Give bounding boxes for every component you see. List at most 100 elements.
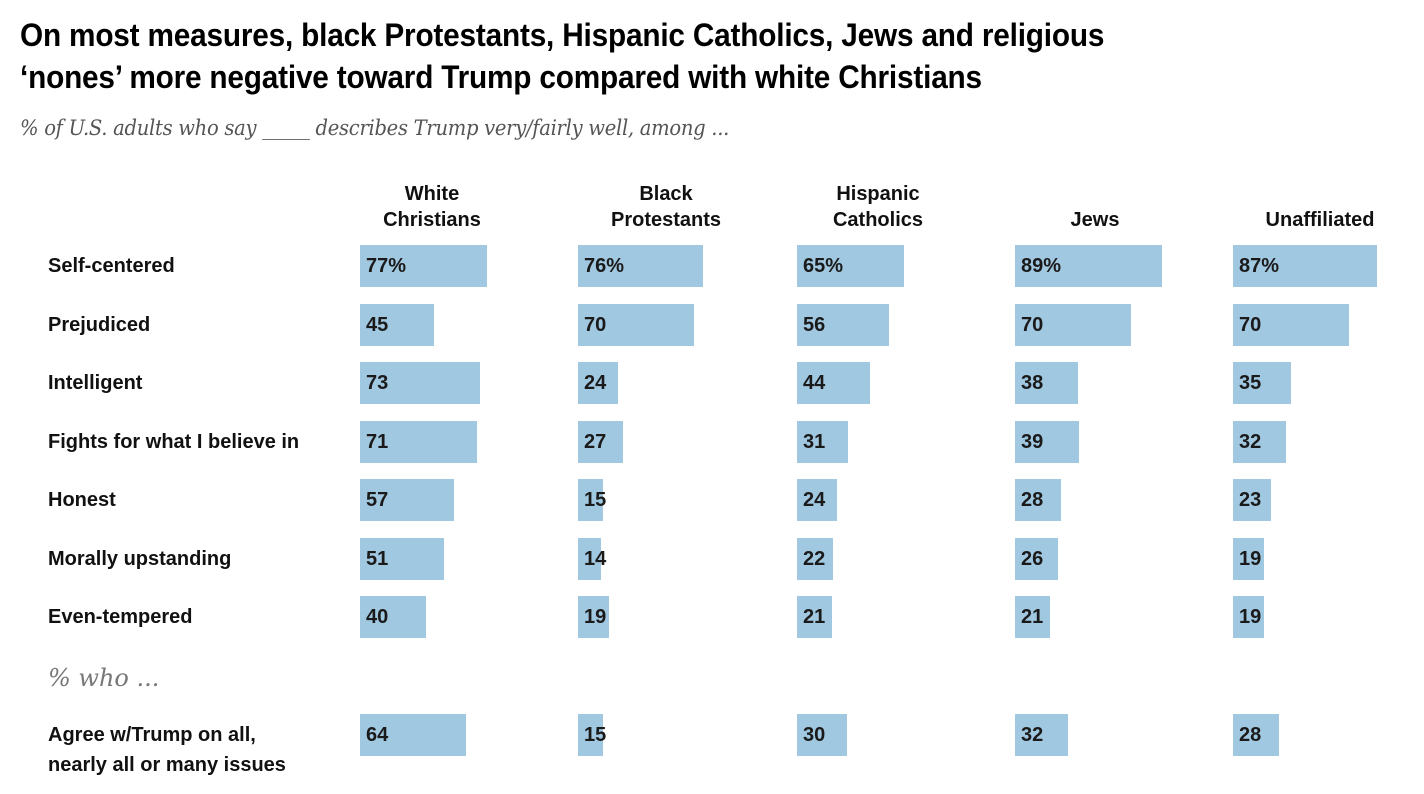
row-label: Morally upstanding (48, 544, 231, 574)
bar-value-label: 32 (1239, 431, 1262, 453)
column-header-line-2: Jews (1070, 209, 1120, 231)
bar (360, 304, 435, 346)
bar-value-label: 19 (1239, 606, 1262, 628)
row-label: Intelligent (48, 368, 142, 398)
bar (578, 596, 610, 638)
column-header-hispanic-catholics: Hispanic Catholics (833, 181, 923, 233)
bar-value-label: 30 (803, 724, 826, 746)
row-label-line: Honest (48, 489, 116, 511)
bar-value-label: 76% (584, 255, 625, 277)
bar-value-label: 27 (584, 431, 607, 453)
column-header-line-1 (1266, 181, 1375, 207)
bar (797, 421, 849, 463)
column-header-line-1 (1071, 181, 1120, 207)
row-label-line: Prejudiced (48, 314, 151, 336)
bar-value-label: 40 (366, 606, 389, 628)
row-label: Self-centered (48, 251, 175, 281)
bar (360, 479, 455, 521)
row-label-line: Morally upstanding (48, 548, 232, 570)
bar (1015, 304, 1131, 346)
bar (578, 362, 618, 404)
row-label: Prejudiced (48, 310, 150, 340)
bar-value-label: 28 (1021, 489, 1044, 511)
bar-value-label: 57 (366, 489, 389, 511)
bar-value-label: 14 (584, 548, 607, 570)
column-header-white-christians: White Christians (383, 181, 481, 233)
column-header-line-1: White (404, 183, 460, 205)
bar (1233, 479, 1271, 521)
bar-value-label: 24 (584, 372, 607, 394)
row-label: Fights for what I believe in (48, 427, 299, 457)
bar (578, 538, 602, 580)
bar (1233, 245, 1377, 287)
bar-value-label: 87% (1239, 255, 1280, 277)
bar-value-label: 70 (584, 314, 607, 336)
bar (797, 538, 834, 580)
column-header-line-2: Christians (383, 209, 481, 231)
row-label: Honest (48, 485, 116, 515)
bar-value-label: 71 (366, 431, 389, 453)
bar (360, 714, 466, 756)
bar (578, 479, 603, 521)
bar (1233, 596, 1265, 638)
bar (360, 245, 488, 287)
bar (1015, 421, 1080, 463)
chart-title: On most measures, black Protestants, His… (20, 14, 1313, 98)
bar (797, 304, 890, 346)
row-label-line: Self-centered (48, 255, 175, 277)
bar-value-label: 77% (366, 255, 407, 277)
chart-title-line-1: On most measures, black Protestants, His… (20, 17, 1105, 53)
bar-value-label: 26 (1021, 548, 1044, 570)
section-label: % who ... (48, 664, 160, 692)
bar (797, 245, 905, 287)
bar-value-label: 45 (366, 314, 389, 336)
column-header-line-1: Black (639, 183, 693, 205)
bar-value-label: 15 (584, 489, 607, 511)
bar (1233, 421, 1286, 463)
bar (1015, 538, 1058, 580)
bar-value-label: 23 (1239, 489, 1262, 511)
bar (1015, 714, 1068, 756)
row-label-line: Even-tempered (48, 606, 193, 628)
bar (578, 304, 694, 346)
bar-value-label: 38 (1021, 372, 1044, 394)
bar-value-label: 21 (803, 606, 826, 628)
chart-subtitle: % of U.S. adults who say _____ describes… (20, 116, 730, 140)
bar-value-label: 21 (1021, 606, 1044, 628)
bar-value-label: 51 (366, 548, 389, 570)
row-label-line: Agree w/Trump on all, (48, 724, 256, 746)
bar-value-label: 35 (1239, 372, 1262, 394)
column-header-line-2: Protestants (610, 209, 722, 231)
bar (1233, 362, 1291, 404)
column-header-jews: Jews (1071, 181, 1120, 233)
bar (1015, 479, 1062, 521)
column-header-unaffiliated: Unaffiliated (1266, 181, 1375, 233)
row-label: Agree w/Trump on all, nearly all or many … (48, 720, 286, 780)
bar-value-label: 39 (1021, 431, 1044, 453)
chart-title-line-2: ‘nones’ more negative toward Trump compa… (20, 59, 982, 95)
row-label: Even-tempered (48, 602, 193, 632)
bar (1233, 304, 1349, 346)
bar-value-label: 89% (1021, 255, 1062, 277)
bar (578, 245, 704, 287)
bar-value-label: 70 (1239, 314, 1262, 336)
row-label-line: Intelligent (48, 372, 143, 394)
bar-value-label: 19 (584, 606, 607, 628)
bar (360, 538, 445, 580)
bar-value-label: 64 (366, 724, 389, 746)
bar (360, 362, 481, 404)
bar-value-label: 19 (1239, 548, 1262, 570)
bar-value-label: 28 (1239, 724, 1262, 746)
bar-value-label: 56 (803, 314, 826, 336)
bar (1233, 714, 1280, 756)
bar (797, 362, 870, 404)
bar (1015, 245, 1162, 287)
bar (797, 714, 847, 756)
bar-value-label: 65% (803, 255, 844, 277)
bar (360, 421, 478, 463)
bar-value-label: 73 (366, 372, 389, 394)
bar-value-label: 22 (803, 548, 826, 570)
bar-value-label: 32 (1021, 724, 1044, 746)
bar (360, 596, 426, 638)
bar (578, 714, 603, 756)
